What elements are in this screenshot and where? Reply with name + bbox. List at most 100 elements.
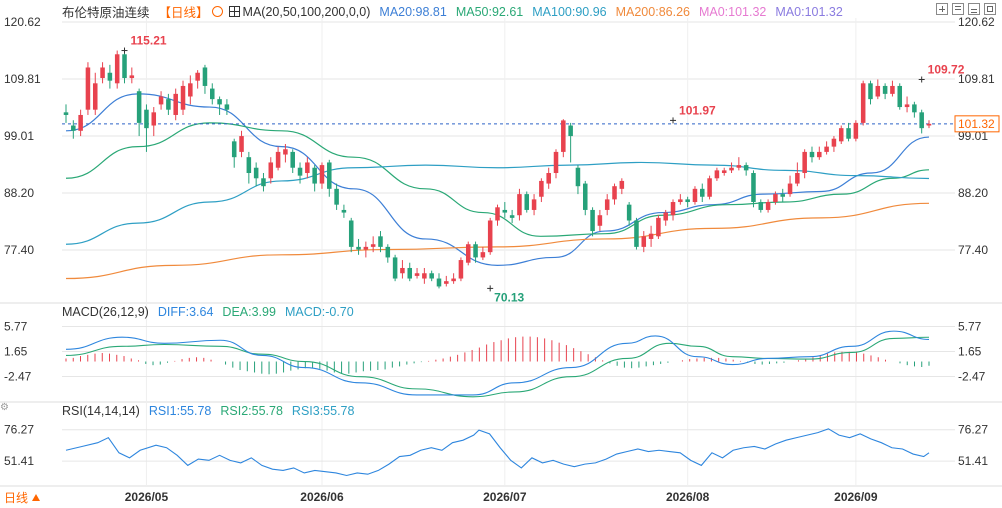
candle-body bbox=[290, 151, 295, 168]
rsi-y-label-right: 76.27 bbox=[958, 423, 988, 437]
candle-body bbox=[268, 162, 274, 179]
price-y-label-right: 120.62 bbox=[958, 15, 995, 29]
macd-title[interactable]: MACD(26,12,9) bbox=[62, 305, 149, 319]
candle-body bbox=[407, 267, 413, 279]
candle-body bbox=[509, 215, 515, 218]
candle-body bbox=[297, 167, 303, 176]
candle-body bbox=[619, 180, 625, 189]
candle-body bbox=[107, 72, 113, 81]
candle-body bbox=[348, 220, 354, 247]
candle-body bbox=[63, 112, 69, 115]
price-y-label-left: 109.81 bbox=[4, 72, 41, 86]
macd-diff-line bbox=[65, 330, 930, 396]
rsi-item: RSI1:55.78 bbox=[148, 404, 212, 418]
candle-body bbox=[275, 151, 281, 168]
fullscreen-icon[interactable] bbox=[984, 3, 996, 15]
macd-item: DEA:3.99 bbox=[222, 305, 276, 319]
candle-body bbox=[590, 209, 595, 232]
candle-body bbox=[202, 67, 208, 86]
candle-body bbox=[773, 194, 778, 203]
candle-body bbox=[122, 54, 127, 79]
candle-body bbox=[444, 281, 449, 284]
candle-body bbox=[575, 167, 581, 187]
candle-body bbox=[239, 136, 244, 152]
period-switch-label: 日线 bbox=[4, 491, 29, 505]
candle-body bbox=[729, 167, 734, 171]
candle-body bbox=[868, 83, 873, 100]
x-axis-date-label: 2026/08 bbox=[666, 490, 710, 504]
zoom-in-icon[interactable] bbox=[936, 3, 948, 15]
period-switch[interactable]: 日线 bbox=[4, 489, 41, 506]
candle-body bbox=[85, 67, 91, 110]
macd-item: DIFF:3.64 bbox=[157, 305, 214, 319]
candle-body bbox=[846, 128, 851, 139]
candle-body bbox=[612, 186, 617, 200]
triangle-up-icon bbox=[32, 494, 41, 501]
gear-icon[interactable]: ⚙ bbox=[0, 402, 9, 413]
candle-body bbox=[582, 183, 588, 210]
rsi-y-label-left: 51.41 bbox=[4, 454, 34, 468]
candle-body bbox=[641, 236, 647, 247]
candle-body bbox=[919, 112, 924, 129]
candle-body bbox=[487, 220, 493, 253]
collapse-icon[interactable] bbox=[968, 3, 980, 15]
candle-body bbox=[912, 104, 917, 113]
candle-body bbox=[656, 217, 661, 237]
candle-body bbox=[824, 146, 829, 152]
price-y-label-right: 99.01 bbox=[958, 129, 988, 143]
rsi-y-label-right: 51.41 bbox=[958, 454, 988, 468]
chart-toolbar bbox=[936, 3, 996, 15]
candle-body bbox=[429, 273, 434, 279]
candle-body bbox=[517, 194, 522, 216]
candle-body bbox=[144, 109, 149, 129]
price-y-label-right: 109.81 bbox=[958, 72, 995, 86]
x-axis-date-label: 2026/09 bbox=[834, 490, 878, 504]
extreme-label: 101.97 bbox=[679, 103, 716, 117]
candle-body bbox=[305, 162, 310, 174]
rsi-title[interactable]: RSI(14,14,14) bbox=[62, 404, 140, 418]
zoom-out-icon[interactable] bbox=[952, 3, 964, 15]
price-y-label-right: 77.40 bbox=[958, 243, 988, 257]
candle-body bbox=[758, 202, 764, 210]
last-price-label: 101.32 bbox=[958, 117, 995, 131]
indicator-icon[interactable] bbox=[228, 6, 240, 17]
macd-y-label-left: 5.77 bbox=[4, 319, 28, 333]
candle-body bbox=[473, 244, 478, 258]
ma-line-ma200 bbox=[65, 202, 930, 280]
period-label[interactable]: 【日线】 bbox=[158, 6, 209, 20]
macd-y-label-right: 1.65 bbox=[958, 344, 982, 358]
candle-body bbox=[363, 246, 369, 250]
macd-y-label-left: -2.47 bbox=[4, 370, 32, 384]
candle-body bbox=[312, 167, 317, 184]
candle-body bbox=[546, 173, 551, 184]
x-axis-date-label: 2026/07 bbox=[483, 490, 527, 504]
settings-circle-icon[interactable] bbox=[211, 6, 223, 17]
candle-body bbox=[707, 178, 712, 197]
ma-item: MA200:86.26 bbox=[615, 4, 690, 19]
candle-body bbox=[370, 244, 376, 247]
candle-body bbox=[634, 220, 639, 247]
candle-body bbox=[458, 260, 464, 279]
candle-body bbox=[400, 267, 405, 274]
candle-body bbox=[838, 128, 844, 142]
macd-item: MACD:-0.70 bbox=[284, 305, 354, 319]
candle-body bbox=[246, 157, 252, 174]
ma-item: MA0:101.32 bbox=[698, 4, 767, 19]
candle-body bbox=[904, 104, 910, 108]
candle-body bbox=[180, 85, 186, 110]
candle-body bbox=[626, 204, 632, 221]
candle-body bbox=[539, 180, 544, 197]
candle-body bbox=[926, 123, 932, 126]
candle-body bbox=[692, 188, 698, 203]
price-y-label-left: 120.62 bbox=[4, 15, 41, 29]
extreme-label: 115.21 bbox=[131, 34, 167, 48]
ma-params: MA(20,50,100,200,0,0) bbox=[242, 4, 371, 19]
extreme-label: 109.72 bbox=[928, 63, 965, 77]
candle-body bbox=[92, 83, 98, 110]
candle-body bbox=[78, 114, 83, 131]
candle-body bbox=[795, 173, 800, 184]
candle-body bbox=[817, 151, 822, 158]
price-y-label-left: 88.20 bbox=[4, 186, 34, 200]
candle-body bbox=[341, 209, 347, 213]
candle-body bbox=[897, 85, 903, 108]
